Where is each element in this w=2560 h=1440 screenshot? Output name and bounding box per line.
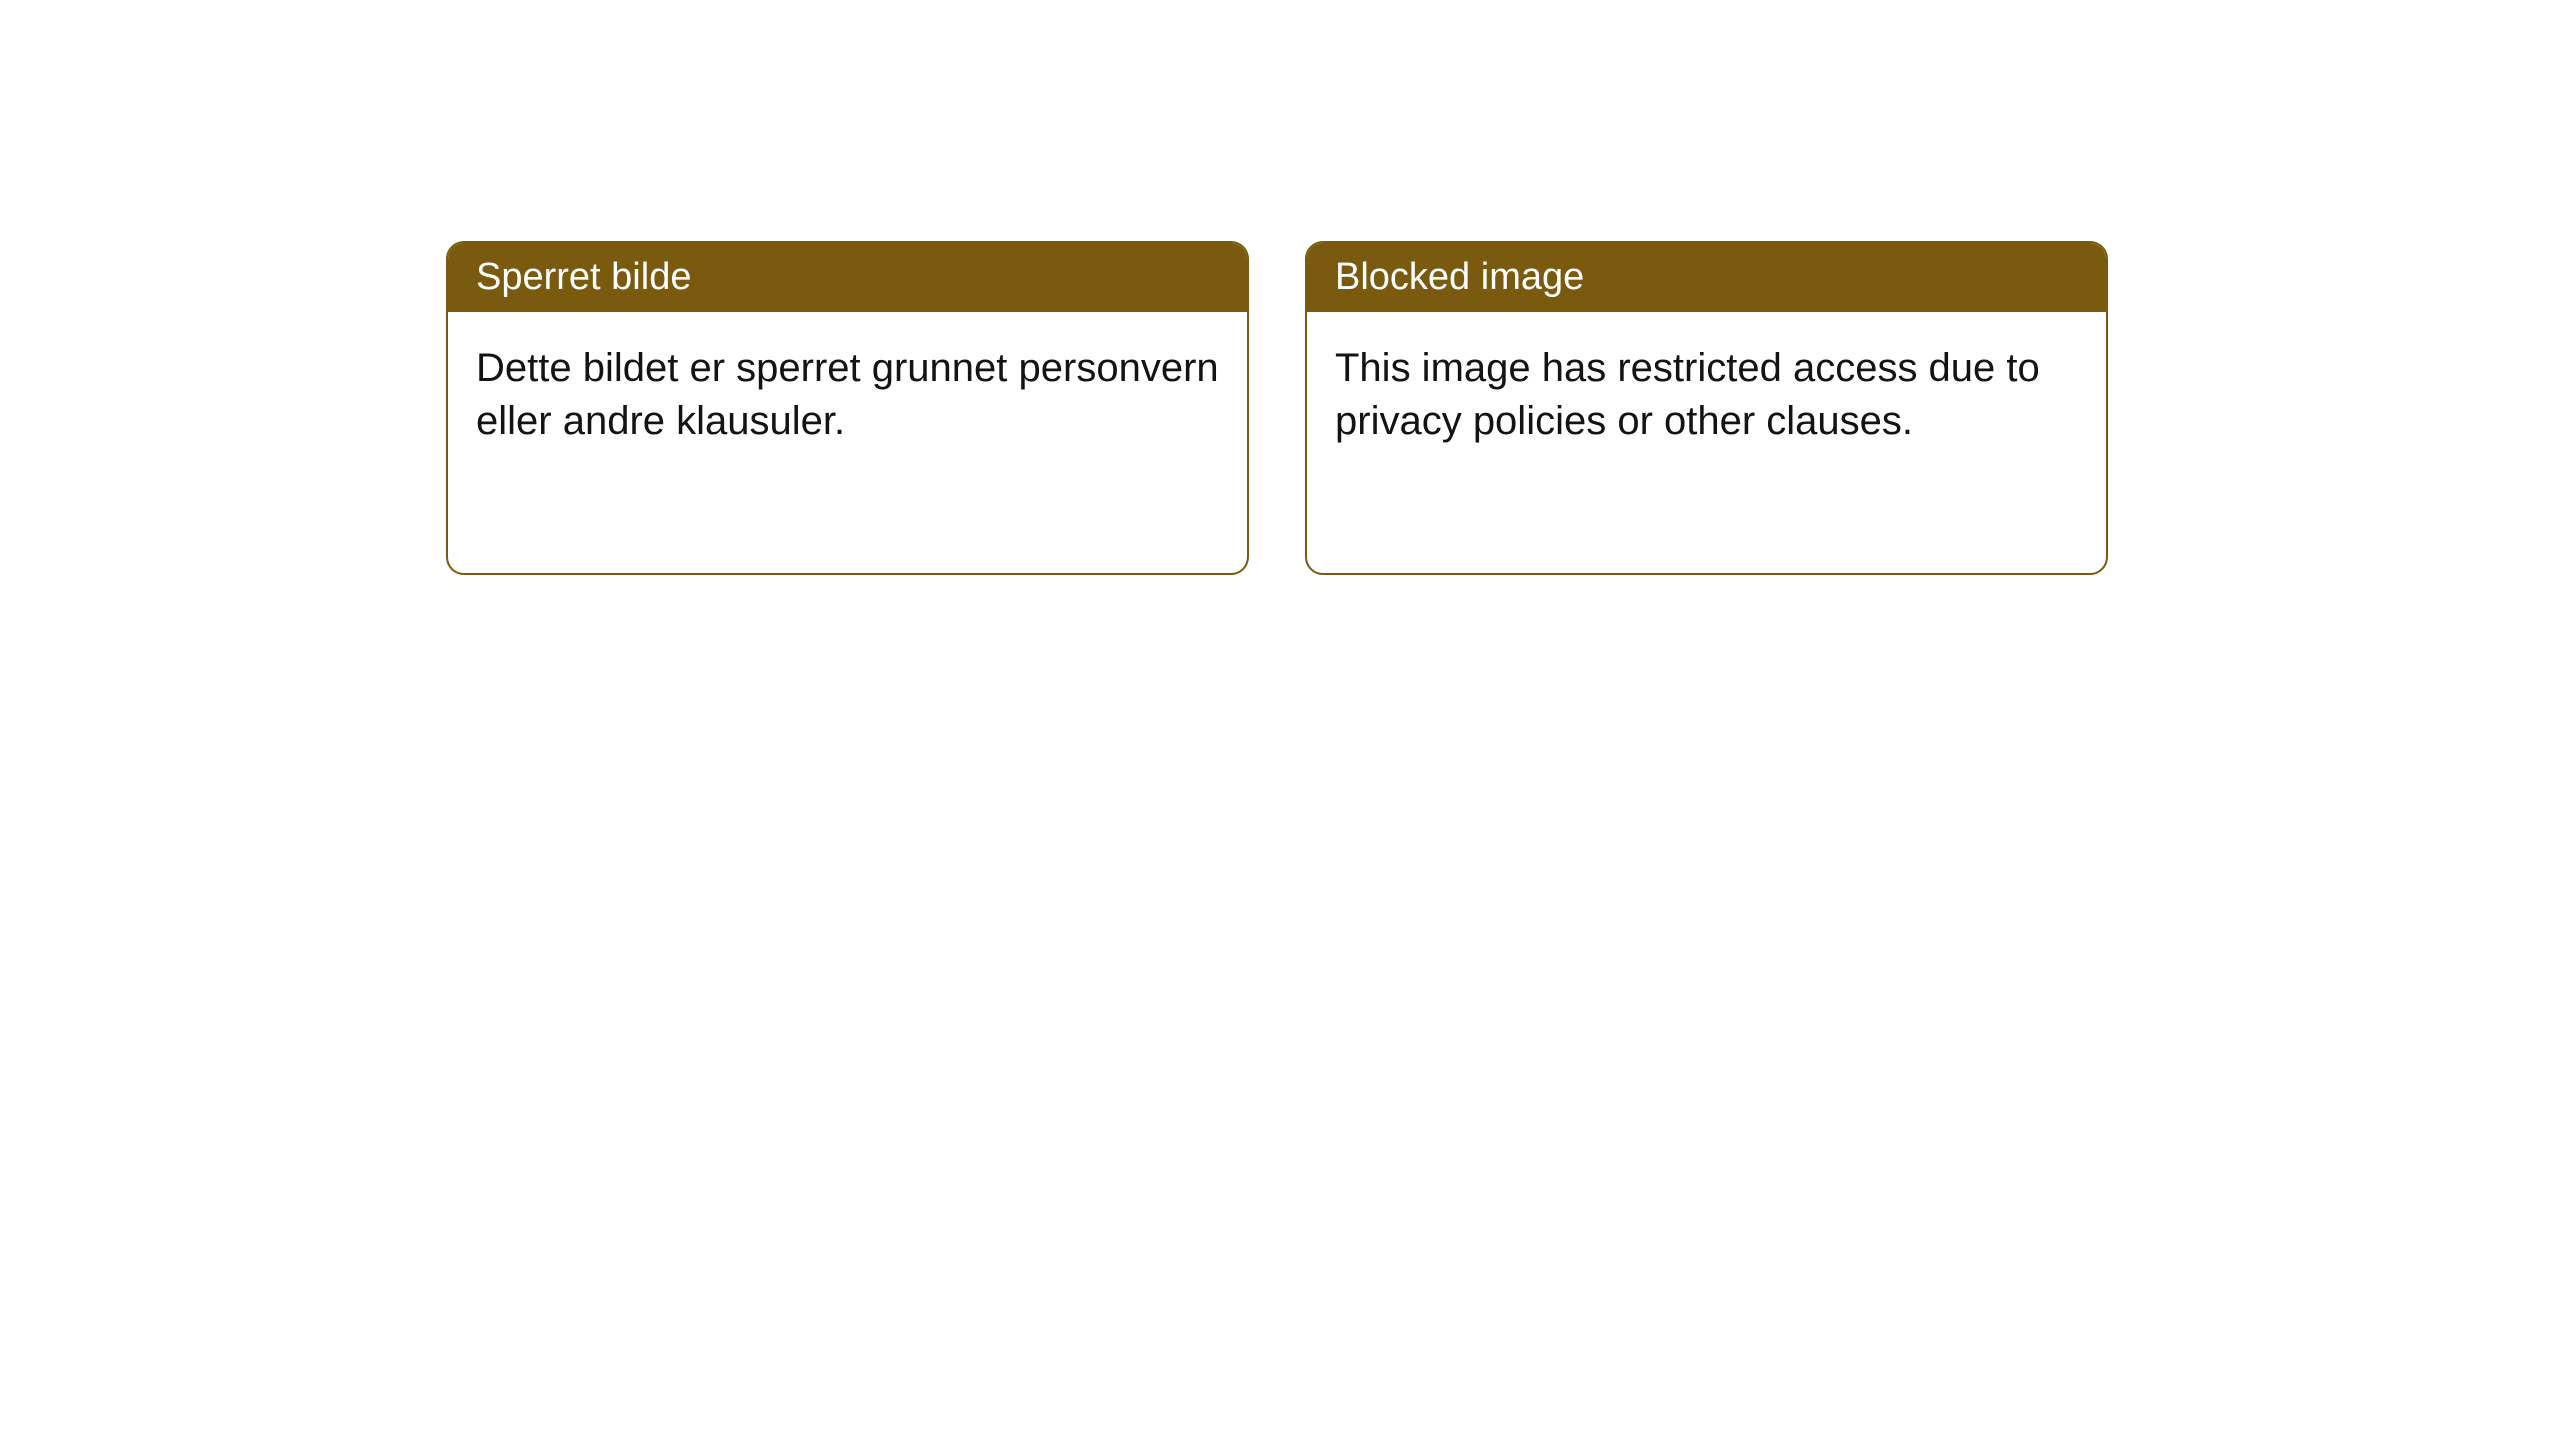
notice-card-english: Blocked image This image has restricted … (1305, 241, 2108, 575)
notice-header: Sperret bilde (448, 243, 1247, 312)
notice-body-text: This image has restricted access due to … (1307, 312, 2106, 478)
notice-card-norwegian: Sperret bilde Dette bildet er sperret gr… (446, 241, 1249, 575)
notice-body-text: Dette bildet er sperret grunnet personve… (448, 312, 1247, 478)
notice-header: Blocked image (1307, 243, 2106, 312)
notice-cards-container: Sperret bilde Dette bildet er sperret gr… (0, 0, 2560, 575)
